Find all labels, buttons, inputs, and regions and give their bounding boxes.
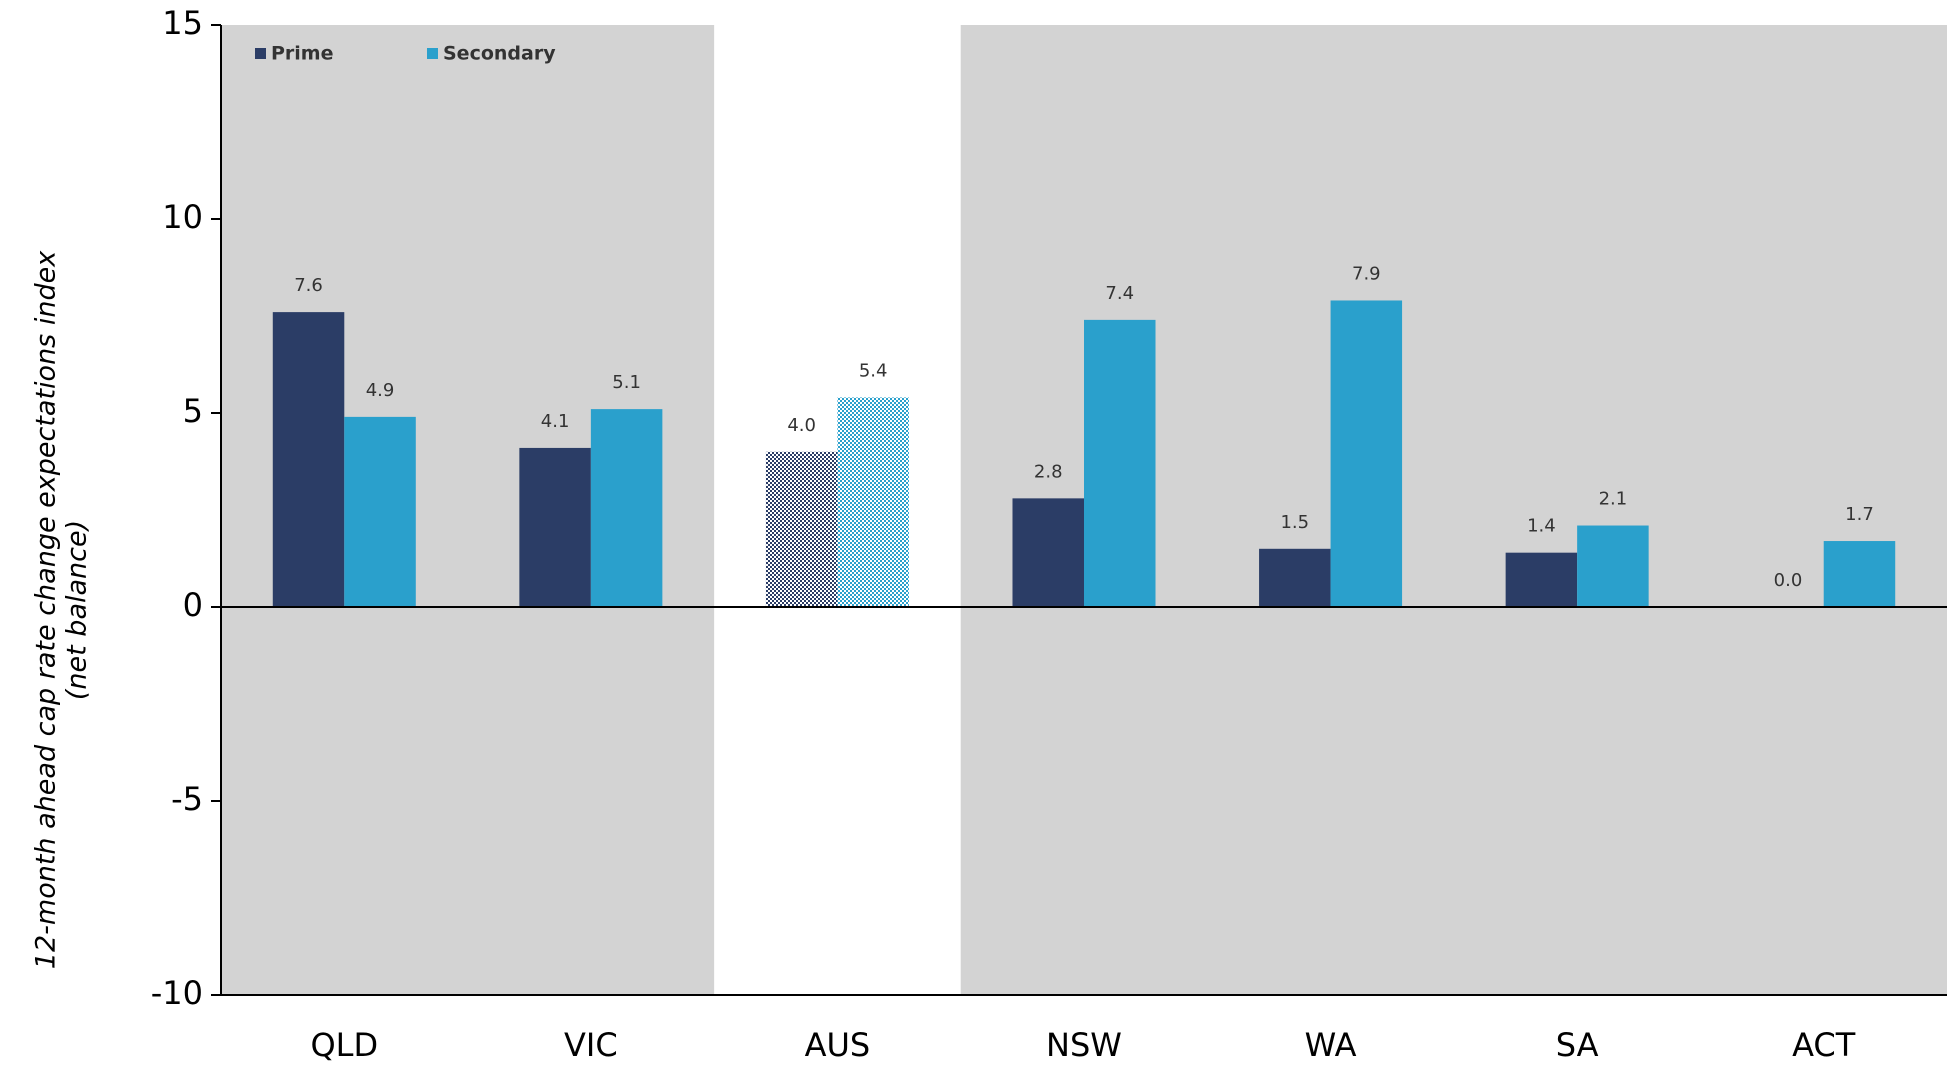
value-label: 5.1	[612, 372, 641, 393]
x-tick-label: ACT	[1792, 1026, 1856, 1064]
y-tick-label: -5	[171, 780, 203, 818]
value-label: 0.0	[1774, 570, 1803, 591]
x-tick-label: SA	[1556, 1026, 1599, 1064]
value-label: 7.6	[294, 275, 323, 296]
x-tick-label: NSW	[1046, 1026, 1122, 1064]
legend-label: Prime	[271, 43, 334, 65]
y-tick-label: -10	[151, 974, 203, 1012]
x-tick-label: WA	[1305, 1026, 1357, 1064]
x-tick-label: VIC	[564, 1026, 618, 1064]
bar	[837, 397, 909, 607]
bar	[1577, 525, 1649, 607]
value-label: 1.4	[1527, 516, 1556, 537]
y-axis-title: (net balance)	[62, 520, 93, 700]
bar	[519, 447, 591, 607]
value-label: 4.9	[366, 380, 395, 401]
bar	[590, 409, 663, 607]
bar	[765, 451, 838, 607]
bar	[1012, 498, 1084, 607]
legend-swatch	[427, 48, 438, 59]
y-tick-label: 0	[183, 586, 203, 624]
bar	[1084, 319, 1156, 607]
bar	[1330, 300, 1403, 607]
value-label: 2.1	[1599, 489, 1628, 510]
value-label: 4.0	[787, 415, 816, 436]
value-label: 7.4	[1105, 283, 1134, 304]
x-tick-label: AUS	[805, 1026, 871, 1064]
value-label: 4.1	[541, 411, 570, 432]
y-tick-label: 5	[183, 392, 203, 430]
bar	[1505, 552, 1578, 607]
bar	[1259, 548, 1331, 607]
bar	[1823, 541, 1896, 607]
value-label: 5.4	[859, 360, 888, 381]
legend-label: Secondary	[443, 43, 556, 65]
value-label: 2.8	[1034, 461, 1063, 482]
value-label: 7.9	[1352, 263, 1381, 284]
marks	[272, 300, 1896, 607]
x-tick-label: QLD	[310, 1026, 378, 1064]
y-axis-title: 12-month ahead cap rate change expectati…	[31, 250, 62, 969]
value-label: 1.5	[1280, 512, 1309, 533]
legend-swatch	[255, 48, 266, 59]
bar	[272, 312, 345, 607]
y-tick-label: 15	[162, 4, 203, 42]
y-tick-label: 10	[162, 198, 203, 236]
value-label: 1.7	[1845, 504, 1874, 525]
bar	[344, 416, 416, 607]
